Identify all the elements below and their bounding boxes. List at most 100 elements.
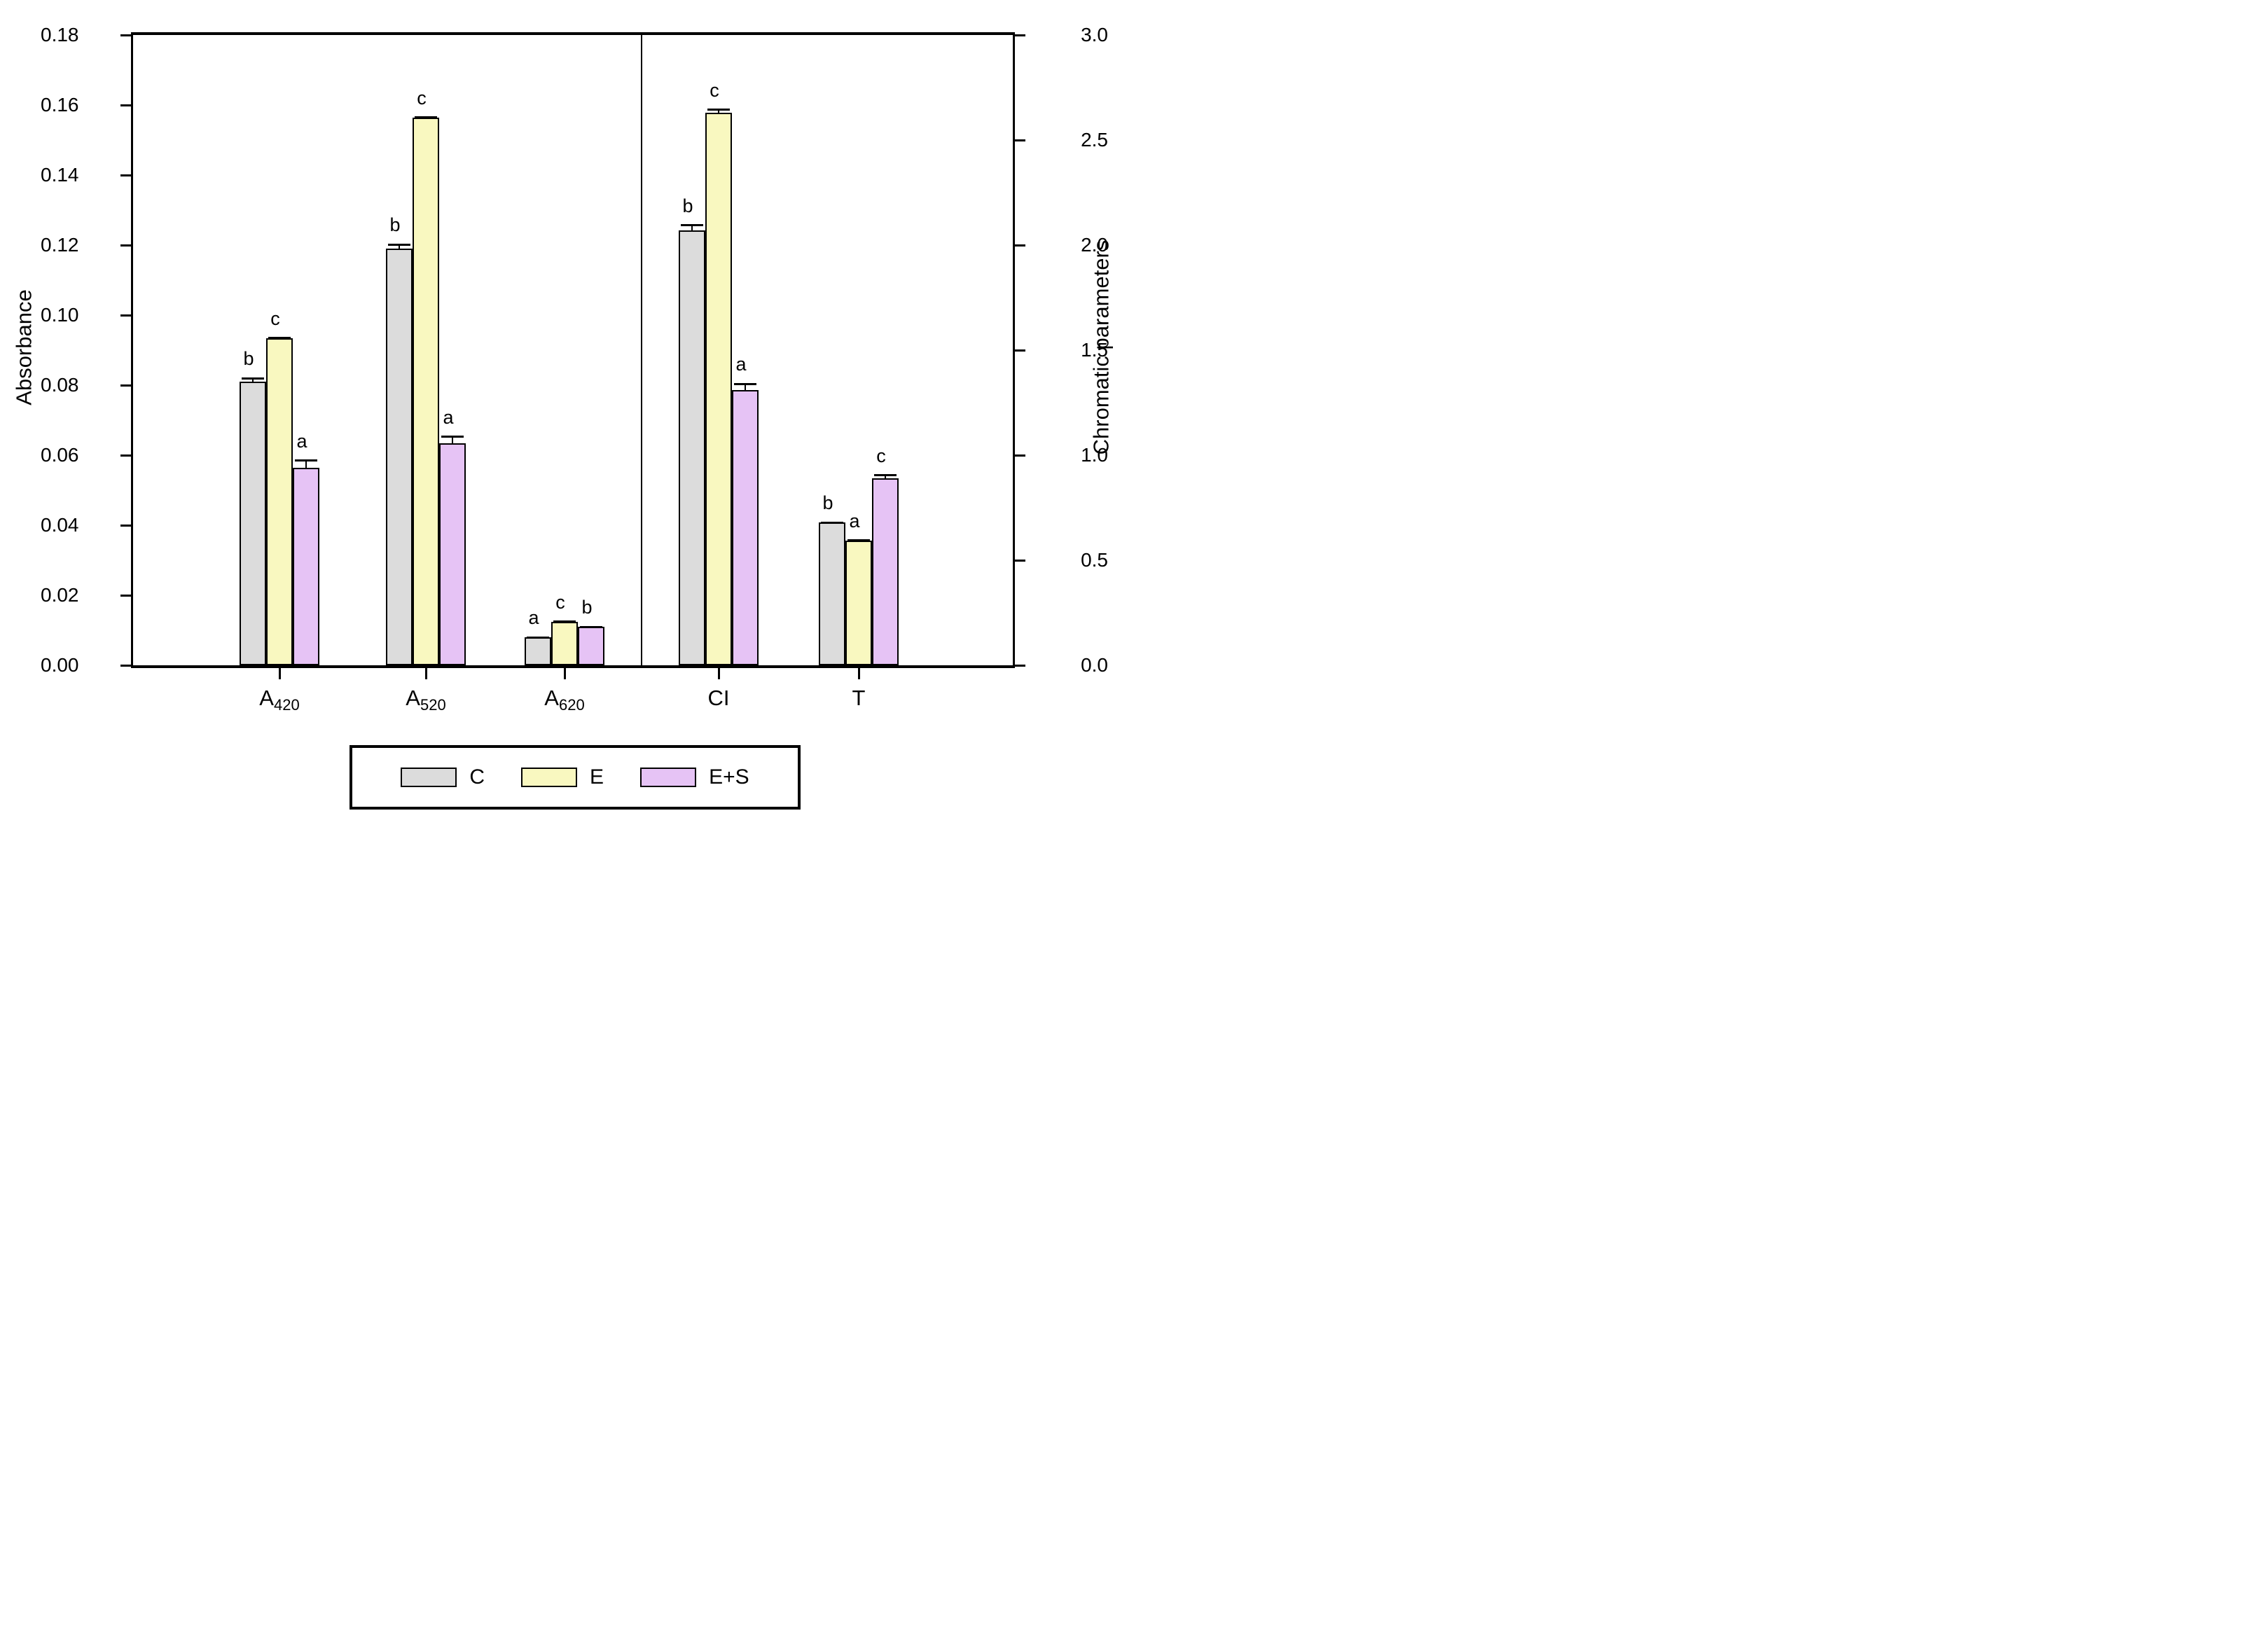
- legend-box: C E E+S: [350, 745, 801, 810]
- error-bar-C-CI: [691, 225, 693, 230]
- y-tick-left: [120, 174, 133, 176]
- y-tick-label-left: 0.18: [41, 24, 79, 46]
- y-tick-right: [1013, 349, 1025, 352]
- error-bar-E+S-CI: [745, 384, 746, 390]
- bar-E-A420: [266, 338, 293, 665]
- error-cap-C-A520: [388, 243, 410, 246]
- sig-letter-E-T: a: [849, 510, 860, 532]
- legend-swatch-C: [401, 768, 457, 787]
- error-cap-E+S-T: [874, 474, 897, 476]
- error-cap-E-CI: [707, 109, 730, 111]
- bar-E+S-A520: [439, 443, 466, 665]
- x-label-A520: A520: [406, 686, 446, 714]
- error-cap-E+S-A620: [580, 625, 602, 628]
- x-label-CI: CI: [707, 686, 730, 710]
- bar-E+S-A620: [578, 627, 604, 665]
- y-tick-label-left: 0.12: [41, 234, 79, 256]
- x-label-T: T: [852, 686, 866, 710]
- bar-C-CI: [679, 230, 705, 665]
- sig-letter-E+S-A420: a: [296, 430, 307, 452]
- bar-E-A620: [551, 621, 578, 665]
- error-bar-E+S-A420: [305, 460, 307, 468]
- y-tick-label-right: 1.0: [1081, 444, 1108, 466]
- x-label-A620: A620: [544, 686, 585, 714]
- error-cap-E-T: [847, 539, 870, 541]
- x-label-A420: A420: [259, 686, 300, 714]
- error-cap-E-A420: [268, 337, 291, 339]
- error-cap-C-T: [821, 521, 843, 524]
- sig-letter-C-A420: b: [243, 348, 254, 369]
- legend-item-E+S: E+S: [640, 767, 749, 788]
- sig-letter-C-A620: a: [528, 607, 539, 628]
- y-tick-right: [1013, 244, 1025, 247]
- bar-E+S-A420: [293, 467, 319, 665]
- y-tick-right: [1013, 664, 1025, 667]
- x-label-subscript-A420: 420: [273, 696, 300, 714]
- sig-letter-E+S-A520: a: [443, 406, 454, 428]
- y-tick-label-left: 0.14: [41, 164, 79, 186]
- bar-C-A520: [386, 249, 413, 665]
- y-tick-left: [120, 664, 133, 667]
- y-tick-left: [120, 454, 133, 457]
- sig-letter-E-A520: c: [417, 87, 427, 109]
- bar-E+S-CI: [732, 390, 759, 665]
- error-cap-C-A620: [527, 636, 549, 639]
- y-tick-left: [120, 244, 133, 247]
- error-cap-E+S-A520: [441, 436, 464, 438]
- y-tick-left: [120, 384, 133, 387]
- sig-letter-E-CI: c: [710, 79, 719, 101]
- y-tick-right: [1013, 139, 1025, 141]
- y-tick-label-right: 0.0: [1081, 654, 1108, 676]
- legend-swatch-E: [521, 768, 578, 787]
- error-bar-E-CI: [718, 109, 719, 113]
- sig-letter-E+S-CI: a: [735, 354, 747, 375]
- y-tick-label-left: 0.00: [41, 654, 79, 676]
- bar-C-A420: [240, 382, 266, 665]
- bar-C-A620: [525, 637, 551, 665]
- bar-E-CI: [705, 113, 732, 665]
- y-tick-label-left: 0.08: [41, 374, 79, 396]
- legend-item-C: C: [401, 767, 485, 788]
- y-tick-left: [120, 104, 133, 106]
- error-bar-C-A520: [399, 244, 400, 249]
- x-label-subscript-A520: 520: [420, 696, 446, 714]
- error-cap-C-A420: [242, 377, 264, 380]
- legend-item-E: E: [521, 767, 604, 788]
- error-cap-E+S-CI: [734, 382, 756, 385]
- sig-letter-E-A420: c: [270, 307, 280, 329]
- section-divider: [641, 35, 642, 665]
- y-axis-left-title: Absorbance: [11, 289, 36, 405]
- error-bar-E+S-A520: [452, 436, 453, 443]
- error-bar-C-A420: [252, 378, 254, 382]
- legend-label-E: E: [590, 765, 604, 789]
- x-tick-A420: [278, 668, 281, 679]
- sig-letter-E-A620: c: [555, 591, 565, 613]
- x-tick-CI: [717, 668, 720, 679]
- bar-E-T: [845, 540, 872, 665]
- x-tick-T: [857, 668, 860, 679]
- error-cap-C-CI: [681, 224, 703, 226]
- y-tick-label-left: 0.06: [41, 444, 79, 466]
- legend-label-C: C: [469, 765, 485, 789]
- y-tick-label-right: 2.5: [1081, 129, 1108, 151]
- x-tick-A620: [563, 668, 566, 679]
- bar-E-A520: [413, 117, 439, 665]
- y-tick-right: [1013, 454, 1025, 457]
- y-tick-label-left: 0.10: [41, 304, 79, 326]
- sig-letter-E+S-T: c: [876, 445, 886, 466]
- legend-swatch-E+S: [640, 768, 697, 787]
- y-tick-right: [1013, 559, 1025, 562]
- y-tick-label-right: 0.5: [1081, 549, 1108, 571]
- y-tick-left: [120, 314, 133, 317]
- x-label-subscript-A620: 620: [558, 696, 585, 714]
- y-tick-label-left: 0.04: [41, 514, 79, 536]
- sig-letter-C-A520: b: [389, 214, 401, 235]
- y-tick-left: [120, 34, 133, 36]
- error-cap-E-A620: [553, 620, 576, 623]
- error-bar-E+S-T: [885, 475, 886, 478]
- legend-label-E+S: E+S: [709, 765, 749, 789]
- y-tick-right: [1013, 34, 1025, 36]
- y-tick-label-left: 0.02: [41, 584, 79, 606]
